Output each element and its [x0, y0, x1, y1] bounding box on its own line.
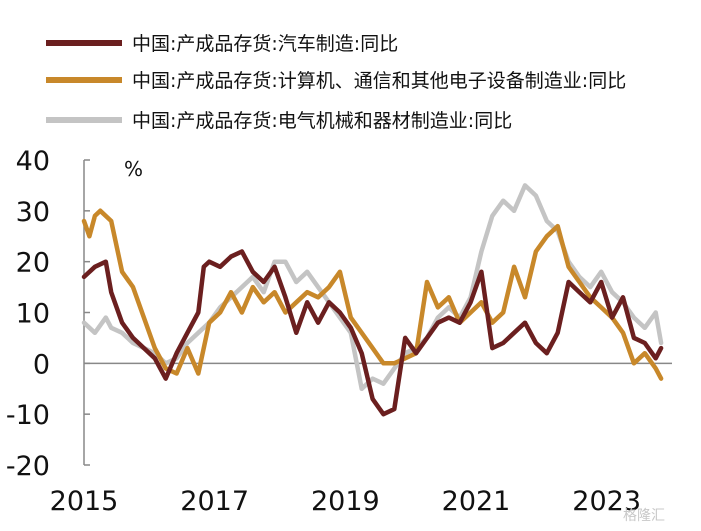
- legend: 中国:产成品存货:汽车制造:同比中国:产成品存货:计算机、通信和其他电子设备制造…: [46, 33, 626, 132]
- series-layer: [81, 183, 664, 417]
- unit-label: %: [124, 157, 143, 181]
- y-tick-label: 30: [16, 197, 50, 228]
- series-line-2: [81, 208, 664, 381]
- x-tick-label: 2015: [50, 486, 119, 517]
- series-line-1: [81, 249, 664, 417]
- axes: -20 -10 0 10 20 30 40 2015 2017 2019 2021 2023: [6, 146, 672, 517]
- x-tick-label: 2017: [180, 486, 249, 517]
- x-tick-label: 2021: [442, 486, 511, 517]
- watermark: 格隆汇: [623, 508, 665, 524]
- y-tick-label: 0: [33, 349, 50, 380]
- x-tick-label: 2019: [311, 486, 380, 517]
- y-tick-label: -10: [6, 400, 50, 431]
- y-tick-label: 10: [16, 299, 50, 330]
- y-tick-label: -20: [6, 451, 50, 482]
- x-tick-label: 2023: [572, 486, 641, 517]
- legend-label: 中国:产成品存货:汽车制造:同比: [132, 33, 398, 55]
- legend-label: 中国:产成品存货:计算机、通信和其他电子设备制造业:同比: [132, 70, 626, 92]
- y-tick-label: 40: [16, 146, 50, 177]
- legend-label: 中国:产成品存货:电气机械和器材制造业:同比: [132, 110, 512, 132]
- y-tick-label: 20: [16, 248, 50, 279]
